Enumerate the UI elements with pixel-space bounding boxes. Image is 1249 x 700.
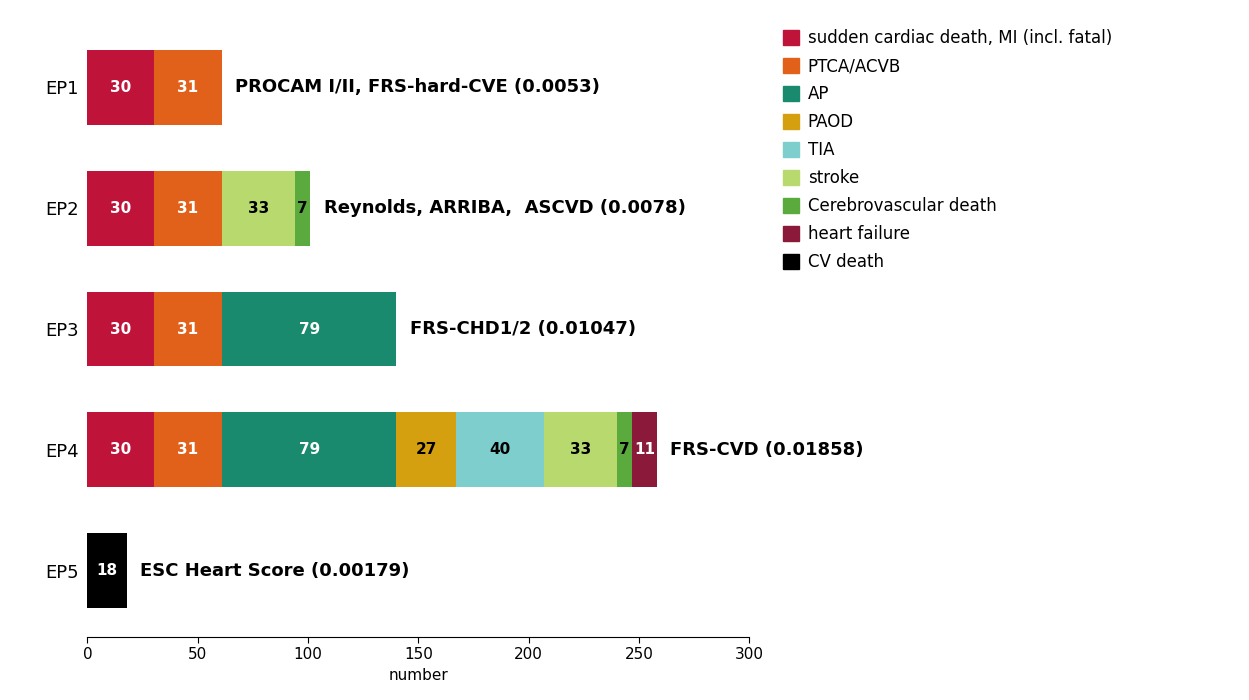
Bar [545,412,617,487]
Bar [87,292,154,366]
Bar [87,171,154,246]
Text: 7: 7 [620,442,629,457]
Bar [154,292,222,366]
Bar [222,171,295,246]
Bar [456,412,545,487]
Bar [87,50,154,125]
Text: 30: 30 [110,442,131,457]
Bar [222,292,396,366]
Text: 31: 31 [177,442,199,457]
Legend: sudden cardiac death, MI (incl. fatal), PTCA/ACVB, AP, PAOD, TIA, stroke, Cerebr: sudden cardiac death, MI (incl. fatal), … [783,29,1112,272]
Bar [632,412,657,487]
Text: ESC Heart Score (0.00179): ESC Heart Score (0.00179) [140,561,410,580]
Text: 33: 33 [247,201,269,216]
Bar [617,412,632,487]
Text: 33: 33 [570,442,591,457]
Bar [295,171,310,246]
Text: Reynolds, ARRIBA,  ASCVD (0.0078): Reynolds, ARRIBA, ASCVD (0.0078) [323,199,686,217]
X-axis label: number: number [388,668,448,683]
Text: 40: 40 [490,442,511,457]
Text: FRS-CHD1/2 (0.01047): FRS-CHD1/2 (0.01047) [410,320,636,338]
Text: 79: 79 [299,442,320,457]
Text: 31: 31 [177,201,199,216]
Text: 11: 11 [634,442,654,457]
Text: 18: 18 [96,563,117,578]
Text: 30: 30 [110,201,131,216]
Text: PROCAM I/II, FRS-hard-CVE (0.0053): PROCAM I/II, FRS-hard-CVE (0.0053) [235,78,601,97]
Text: 31: 31 [177,80,199,95]
Text: 7: 7 [297,201,309,216]
Bar [154,412,222,487]
Text: 30: 30 [110,321,131,337]
Bar [396,412,456,487]
Text: 31: 31 [177,321,199,337]
Bar [87,533,127,608]
Text: 79: 79 [299,321,320,337]
Bar [222,412,396,487]
Bar [154,171,222,246]
Text: 30: 30 [110,80,131,95]
Text: 27: 27 [416,442,437,457]
Text: FRS-CVD (0.01858): FRS-CVD (0.01858) [669,441,863,458]
Bar [87,412,154,487]
Bar [154,50,222,125]
